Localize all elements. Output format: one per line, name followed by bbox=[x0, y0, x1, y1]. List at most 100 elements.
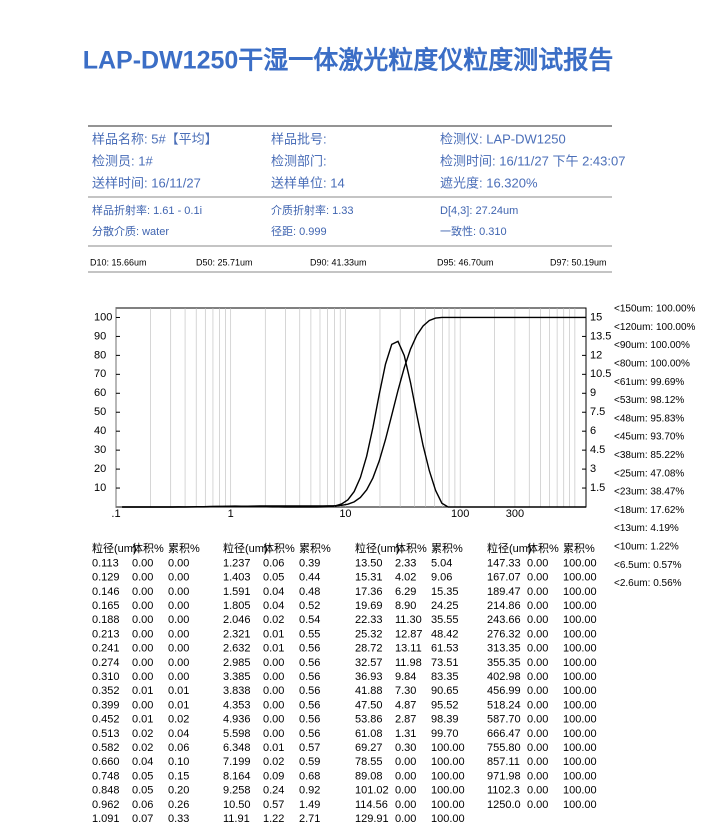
table-cell: 2.33 bbox=[395, 557, 416, 569]
table-cell: 0.05 bbox=[132, 785, 153, 797]
table-cell: 2.985 bbox=[223, 657, 251, 669]
table-header: 体积% bbox=[263, 541, 295, 555]
table-cell: 0.56 bbox=[299, 714, 320, 726]
table-cell: 0.06 bbox=[263, 557, 284, 569]
table-cell: 0.00 bbox=[168, 671, 189, 683]
info-field: 检测仪: LAP-DW1250 bbox=[440, 131, 566, 146]
table-cell: 5.598 bbox=[223, 728, 251, 740]
table-cell: 0.00 bbox=[263, 657, 284, 669]
table-cell: 1102.3 bbox=[487, 785, 520, 797]
table-cell: 3.838 bbox=[223, 685, 251, 697]
table-cell: 0.05 bbox=[132, 770, 153, 782]
table-cell: 100.00 bbox=[431, 785, 465, 797]
table-cell: 0.241 bbox=[92, 643, 120, 655]
table-cell: 1.591 bbox=[223, 586, 251, 598]
table-cell: 214.86 bbox=[487, 600, 521, 612]
y-tick-label: 100 bbox=[94, 311, 112, 323]
table-cell: 0.00 bbox=[527, 685, 548, 697]
table-cell: 0.146 bbox=[92, 586, 120, 598]
d-value: D95: 46.70um bbox=[437, 257, 494, 267]
table-cell: 313.35 bbox=[487, 643, 521, 655]
d-value: D10: 15.66um bbox=[90, 257, 147, 267]
table-cell: 0.56 bbox=[299, 671, 320, 683]
table-cell: 0.57 bbox=[263, 799, 284, 811]
table-cell: 189.47 bbox=[487, 586, 521, 598]
table-cell: 100.00 bbox=[563, 643, 597, 655]
table-cell: 2.321 bbox=[223, 628, 251, 640]
table-cell: 0.06 bbox=[132, 799, 153, 811]
x-tick-label: 300 bbox=[506, 508, 524, 520]
table-cell: 0.00 bbox=[527, 714, 548, 726]
table-cell: 0.04 bbox=[263, 600, 284, 612]
table-cell: 7.30 bbox=[395, 685, 416, 697]
table-cell: 0.00 bbox=[168, 557, 189, 569]
table-cell: 0.00 bbox=[527, 628, 548, 640]
table-cell: 0.59 bbox=[299, 756, 320, 768]
table-cell: 0.01 bbox=[168, 685, 189, 697]
table-cell: 0.513 bbox=[92, 728, 120, 740]
table-cell: 100.00 bbox=[563, 714, 597, 726]
percentile: <48um: 95.83% bbox=[614, 413, 684, 424]
percentile: <53um: 98.12% bbox=[614, 395, 684, 406]
table-cell: 0.02 bbox=[132, 742, 153, 754]
table-cell: 0.00 bbox=[527, 572, 548, 584]
table-cell: 0.848 bbox=[92, 785, 120, 797]
table-cell: 95.52 bbox=[431, 699, 459, 711]
table-cell: 0.06 bbox=[168, 742, 189, 754]
table-cell: 0.02 bbox=[263, 756, 284, 768]
y2-tick-label: 6 bbox=[590, 425, 596, 437]
table-header: 粒径(um) bbox=[355, 541, 400, 555]
table-header: 累积% bbox=[563, 542, 595, 555]
param-field: D[4,3]: 27.24um bbox=[440, 205, 518, 217]
table-cell: 0.05 bbox=[263, 572, 284, 584]
table-cell: 83.35 bbox=[431, 671, 459, 683]
table-cell: 0.00 bbox=[132, 699, 153, 711]
table-cell: 9.06 bbox=[431, 572, 452, 584]
table-cell: 10.50 bbox=[223, 799, 251, 811]
table-cell: 69.27 bbox=[355, 742, 383, 754]
percentile: <2.6um: 0.56% bbox=[614, 578, 682, 589]
table-cell: 0.00 bbox=[527, 586, 548, 598]
table-cell: 89.08 bbox=[355, 770, 383, 782]
percentile: <45um: 93.70% bbox=[614, 432, 684, 443]
table-cell: 78.55 bbox=[355, 756, 383, 768]
table-cell: 1.49 bbox=[299, 799, 320, 811]
param-field: 介质折射率: 1.33 bbox=[271, 203, 354, 217]
table-cell: 25.32 bbox=[355, 628, 383, 640]
table-cell: 857.11 bbox=[487, 756, 520, 768]
param-field: 样品折射率: 1.61 - 0.1i bbox=[92, 203, 202, 217]
table-cell: 2.632 bbox=[223, 643, 251, 655]
table-cell: 0.57 bbox=[299, 742, 320, 754]
table-cell: 100.00 bbox=[563, 785, 597, 797]
table-cell: 0.00 bbox=[527, 657, 548, 669]
table-cell: 0.00 bbox=[132, 614, 153, 626]
table-cell: 129.91 bbox=[355, 813, 389, 825]
table-cell: 15.31 bbox=[355, 572, 383, 584]
table-cell: 666.47 bbox=[487, 728, 521, 740]
table-cell: 98.39 bbox=[431, 714, 459, 726]
table-cell: 0.00 bbox=[132, 572, 153, 584]
table-cell: 0.452 bbox=[92, 714, 120, 726]
table-cell: 0.01 bbox=[168, 699, 189, 711]
x-tick-label: 100 bbox=[451, 508, 469, 520]
table-cell: 243.66 bbox=[487, 614, 521, 626]
info-field: 送样时间: 16/11/27 bbox=[92, 175, 201, 190]
table-cell: 0.00 bbox=[168, 600, 189, 612]
info-field: 样品批号: bbox=[271, 131, 327, 146]
table-cell: 41.88 bbox=[355, 685, 383, 697]
table-cell: 0.00 bbox=[527, 728, 548, 740]
table-cell: 0.165 bbox=[92, 600, 120, 612]
table-cell: 0.00 bbox=[395, 799, 416, 811]
table-cell: 8.164 bbox=[223, 770, 251, 782]
param-field: 一致性: 0.310 bbox=[440, 224, 507, 238]
table-cell: 6.348 bbox=[223, 742, 251, 754]
table-cell: 2.71 bbox=[299, 813, 320, 825]
y-tick-label: 70 bbox=[94, 368, 106, 380]
table-cell: 971.98 bbox=[487, 770, 521, 782]
x-tick-label: 10 bbox=[339, 508, 351, 520]
y2-tick-label: 3 bbox=[590, 463, 596, 475]
table-cell: 0.129 bbox=[92, 572, 120, 584]
table-header: 体积% bbox=[132, 541, 164, 555]
table-cell: 7.199 bbox=[223, 756, 251, 768]
